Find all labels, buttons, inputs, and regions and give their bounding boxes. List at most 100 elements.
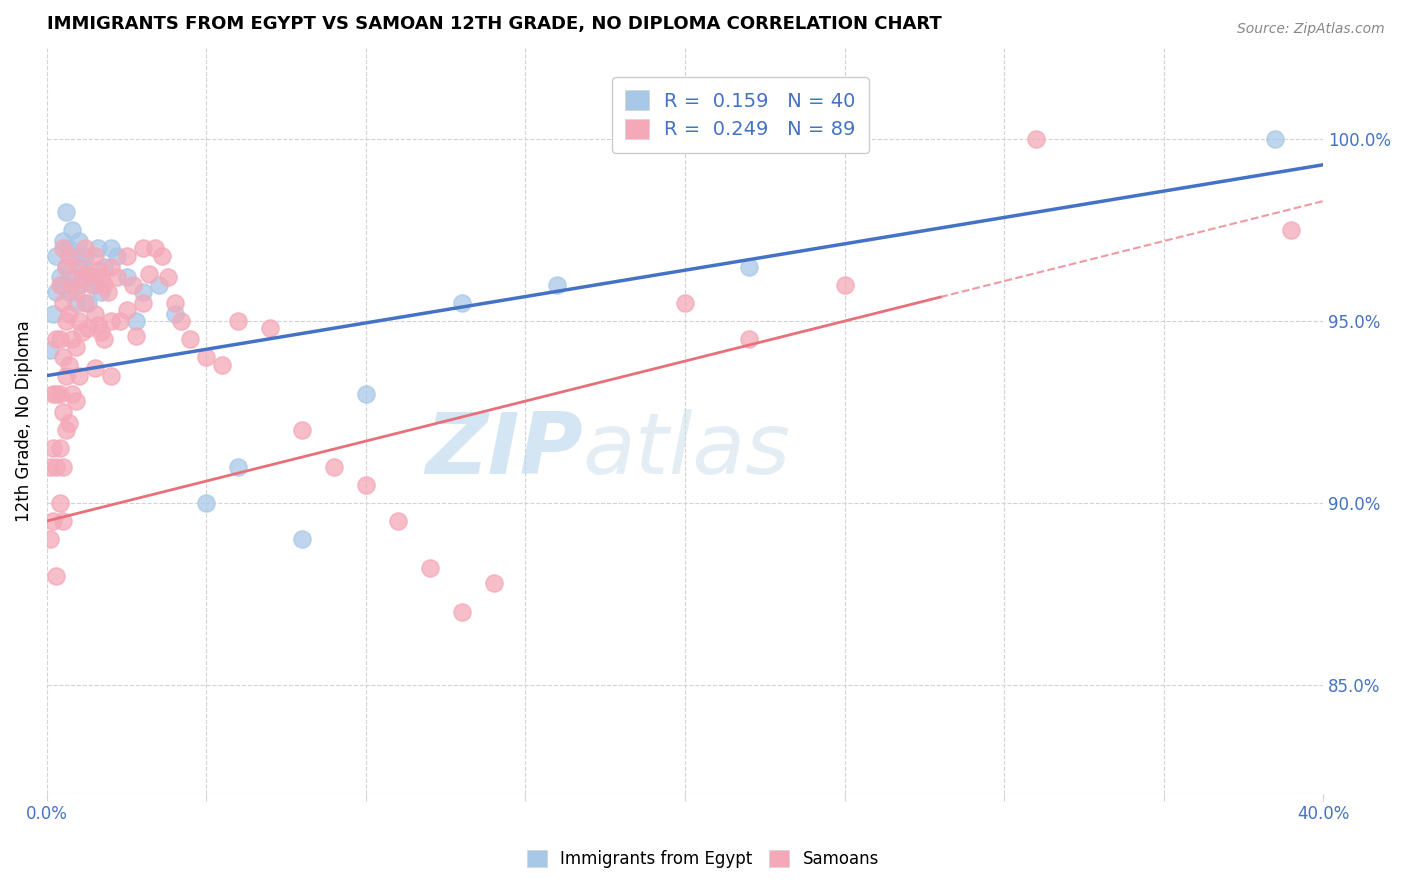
Point bbox=[52, 405, 75, 419]
Point bbox=[45, 568, 67, 582]
Point bbox=[42, 307, 65, 321]
Point bbox=[58, 358, 80, 372]
Text: IMMIGRANTS FROM EGYPT VS SAMOAN 12TH GRADE, NO DIPLOMA CORRELATION CHART: IMMIGRANTS FROM EGYPT VS SAMOAN 12TH GRA… bbox=[46, 15, 942, 33]
Point bbox=[1025, 132, 1047, 146]
Point bbox=[100, 314, 122, 328]
Point bbox=[738, 260, 761, 274]
Point bbox=[163, 307, 186, 321]
Point bbox=[77, 267, 100, 281]
Point bbox=[100, 241, 122, 255]
Point bbox=[55, 205, 77, 219]
Point bbox=[65, 296, 87, 310]
Point bbox=[67, 260, 90, 274]
Point bbox=[55, 260, 77, 274]
Point bbox=[131, 285, 153, 299]
Point bbox=[105, 270, 128, 285]
Point bbox=[673, 296, 696, 310]
Point bbox=[122, 277, 145, 292]
Point bbox=[87, 318, 110, 332]
Legend: R =  0.159   N = 40, R =  0.249   N = 89: R = 0.159 N = 40, R = 0.249 N = 89 bbox=[612, 77, 869, 153]
Point bbox=[83, 277, 105, 292]
Point bbox=[482, 575, 505, 590]
Text: atlas: atlas bbox=[583, 409, 792, 492]
Point bbox=[1264, 132, 1286, 146]
Point bbox=[52, 351, 75, 365]
Text: Source: ZipAtlas.com: Source: ZipAtlas.com bbox=[1237, 22, 1385, 37]
Text: ZIP: ZIP bbox=[425, 409, 583, 492]
Point bbox=[131, 241, 153, 255]
Point bbox=[834, 277, 856, 292]
Point bbox=[170, 314, 193, 328]
Point bbox=[52, 234, 75, 248]
Point bbox=[39, 532, 62, 546]
Point bbox=[259, 321, 281, 335]
Point bbox=[546, 277, 568, 292]
Point bbox=[45, 332, 67, 346]
Point bbox=[62, 223, 84, 237]
Point bbox=[87, 263, 110, 277]
Point bbox=[55, 423, 77, 437]
Point bbox=[39, 459, 62, 474]
Point bbox=[58, 416, 80, 430]
Point bbox=[48, 277, 70, 292]
Point bbox=[62, 270, 84, 285]
Point bbox=[90, 285, 112, 299]
Point bbox=[52, 277, 75, 292]
Point bbox=[105, 249, 128, 263]
Point bbox=[67, 277, 90, 292]
Point bbox=[42, 514, 65, 528]
Point bbox=[48, 496, 70, 510]
Point bbox=[67, 234, 90, 248]
Point bbox=[75, 241, 97, 255]
Point bbox=[157, 270, 180, 285]
Point bbox=[138, 267, 160, 281]
Point bbox=[67, 314, 90, 328]
Point bbox=[145, 241, 167, 255]
Point bbox=[52, 514, 75, 528]
Point bbox=[55, 314, 77, 328]
Point bbox=[48, 270, 70, 285]
Point bbox=[39, 343, 62, 358]
Point bbox=[323, 459, 346, 474]
Point bbox=[58, 307, 80, 321]
Point bbox=[52, 459, 75, 474]
Point bbox=[90, 270, 112, 285]
Point bbox=[70, 260, 93, 274]
Point bbox=[83, 249, 105, 263]
Point bbox=[93, 277, 115, 292]
Point bbox=[387, 514, 409, 528]
Point bbox=[450, 605, 472, 619]
Point bbox=[65, 249, 87, 263]
Point bbox=[211, 358, 233, 372]
Point bbox=[96, 285, 118, 299]
Point bbox=[77, 321, 100, 335]
Point bbox=[75, 296, 97, 310]
Point bbox=[100, 368, 122, 383]
Point bbox=[131, 296, 153, 310]
Point bbox=[52, 241, 75, 255]
Point bbox=[291, 423, 314, 437]
Point bbox=[45, 459, 67, 474]
Point bbox=[419, 561, 441, 575]
Point bbox=[77, 296, 100, 310]
Point bbox=[75, 249, 97, 263]
Point bbox=[65, 285, 87, 299]
Point bbox=[58, 241, 80, 255]
Point bbox=[58, 249, 80, 263]
Y-axis label: 12th Grade, No Diploma: 12th Grade, No Diploma bbox=[15, 320, 32, 522]
Point bbox=[125, 328, 148, 343]
Point bbox=[90, 325, 112, 339]
Point bbox=[115, 270, 138, 285]
Point bbox=[228, 314, 250, 328]
Point bbox=[80, 277, 103, 292]
Point bbox=[42, 442, 65, 456]
Point bbox=[87, 241, 110, 255]
Point bbox=[70, 325, 93, 339]
Point bbox=[58, 285, 80, 299]
Point bbox=[115, 249, 138, 263]
Point bbox=[163, 296, 186, 310]
Point bbox=[354, 477, 377, 491]
Point bbox=[148, 277, 170, 292]
Point bbox=[62, 332, 84, 346]
Point bbox=[195, 351, 218, 365]
